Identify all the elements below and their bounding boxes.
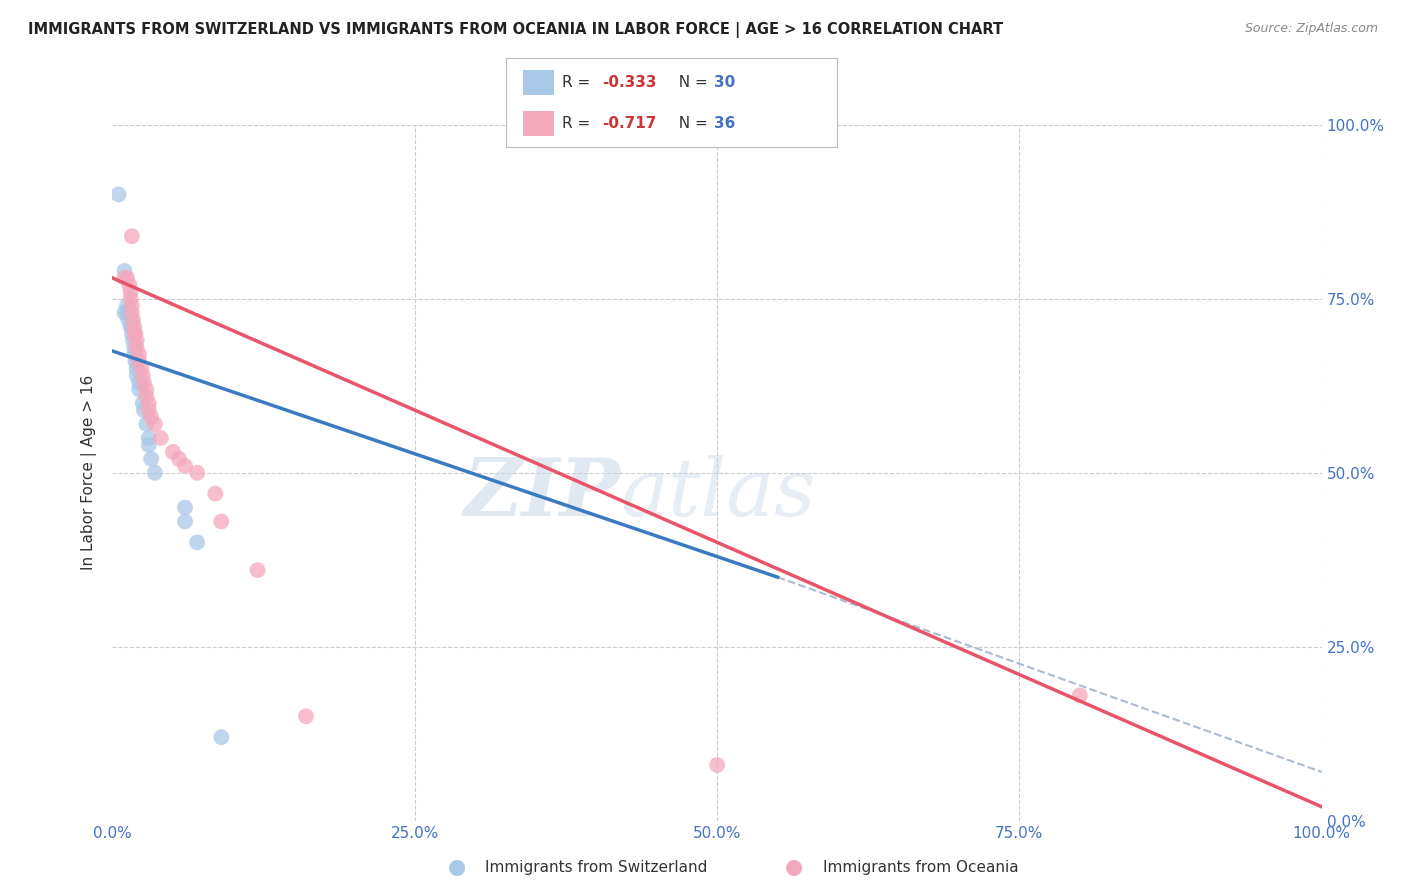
Text: -0.333: -0.333 bbox=[602, 76, 657, 90]
Point bbox=[138, 396, 160, 410]
Point bbox=[122, 341, 145, 355]
Text: R =: R = bbox=[562, 76, 596, 90]
Point bbox=[174, 458, 197, 473]
Point bbox=[135, 417, 157, 431]
Point bbox=[132, 376, 155, 390]
Text: Immigrants from Switzerland: Immigrants from Switzerland bbox=[485, 860, 707, 874]
Text: ZIP: ZIP bbox=[464, 455, 620, 533]
Text: -0.717: -0.717 bbox=[602, 116, 657, 130]
Point bbox=[122, 326, 145, 341]
Point bbox=[120, 319, 142, 334]
Point bbox=[1069, 689, 1091, 703]
Point bbox=[167, 451, 190, 466]
Point bbox=[132, 396, 155, 410]
Point bbox=[115, 299, 138, 313]
Point bbox=[143, 466, 166, 480]
Point bbox=[122, 319, 145, 334]
Point bbox=[121, 319, 143, 334]
Point bbox=[131, 361, 153, 376]
Point bbox=[138, 403, 160, 417]
Point bbox=[114, 271, 136, 285]
Point bbox=[149, 431, 172, 445]
Point bbox=[295, 709, 318, 723]
Point bbox=[135, 382, 157, 396]
Point bbox=[128, 354, 150, 368]
Text: 30: 30 bbox=[714, 76, 735, 90]
Y-axis label: In Labor Force | Age > 16: In Labor Force | Age > 16 bbox=[80, 376, 97, 570]
Point bbox=[124, 326, 146, 341]
Text: N =: N = bbox=[669, 116, 713, 130]
Text: ●: ● bbox=[786, 857, 803, 877]
Point bbox=[209, 730, 232, 744]
Point bbox=[114, 306, 136, 320]
Point bbox=[162, 445, 184, 459]
Point bbox=[186, 466, 208, 480]
Point bbox=[209, 515, 232, 529]
Text: atlas: atlas bbox=[620, 455, 815, 533]
Text: 36: 36 bbox=[714, 116, 735, 130]
Point bbox=[114, 264, 136, 278]
Point bbox=[120, 292, 142, 306]
Point bbox=[121, 229, 143, 244]
Point bbox=[141, 451, 163, 466]
Text: Source: ZipAtlas.com: Source: ZipAtlas.com bbox=[1244, 22, 1378, 36]
Point bbox=[174, 500, 197, 515]
Point bbox=[121, 299, 143, 313]
Point bbox=[121, 306, 143, 320]
Point bbox=[107, 187, 129, 202]
Point bbox=[128, 382, 150, 396]
Text: Immigrants from Oceania: Immigrants from Oceania bbox=[823, 860, 1018, 874]
Point bbox=[706, 758, 728, 772]
Point bbox=[122, 347, 145, 361]
Point bbox=[120, 312, 142, 326]
Text: N =: N = bbox=[669, 76, 713, 90]
Point bbox=[135, 389, 157, 403]
Point bbox=[132, 368, 155, 383]
Point bbox=[128, 347, 150, 361]
Point bbox=[124, 354, 146, 368]
Text: ●: ● bbox=[449, 857, 465, 877]
Point bbox=[132, 403, 155, 417]
Point bbox=[122, 312, 145, 326]
Point bbox=[121, 326, 143, 341]
Text: R =: R = bbox=[562, 116, 596, 130]
Point bbox=[246, 563, 269, 577]
Point bbox=[128, 376, 150, 390]
Point bbox=[125, 361, 148, 376]
Point bbox=[115, 271, 138, 285]
Point bbox=[125, 334, 148, 348]
Point bbox=[118, 306, 141, 320]
Point bbox=[120, 285, 142, 299]
Point bbox=[204, 486, 226, 500]
Point bbox=[115, 306, 138, 320]
Text: IMMIGRANTS FROM SWITZERLAND VS IMMIGRANTS FROM OCEANIA IN LABOR FORCE | AGE > 16: IMMIGRANTS FROM SWITZERLAND VS IMMIGRANT… bbox=[28, 22, 1004, 38]
Point bbox=[186, 535, 208, 549]
Point bbox=[125, 341, 148, 355]
Point bbox=[117, 312, 139, 326]
Point bbox=[122, 334, 145, 348]
Point bbox=[141, 410, 163, 425]
Point bbox=[118, 277, 141, 292]
Point bbox=[125, 368, 148, 383]
Point bbox=[174, 515, 197, 529]
Point bbox=[138, 431, 160, 445]
Point bbox=[143, 417, 166, 431]
Point bbox=[138, 438, 160, 452]
